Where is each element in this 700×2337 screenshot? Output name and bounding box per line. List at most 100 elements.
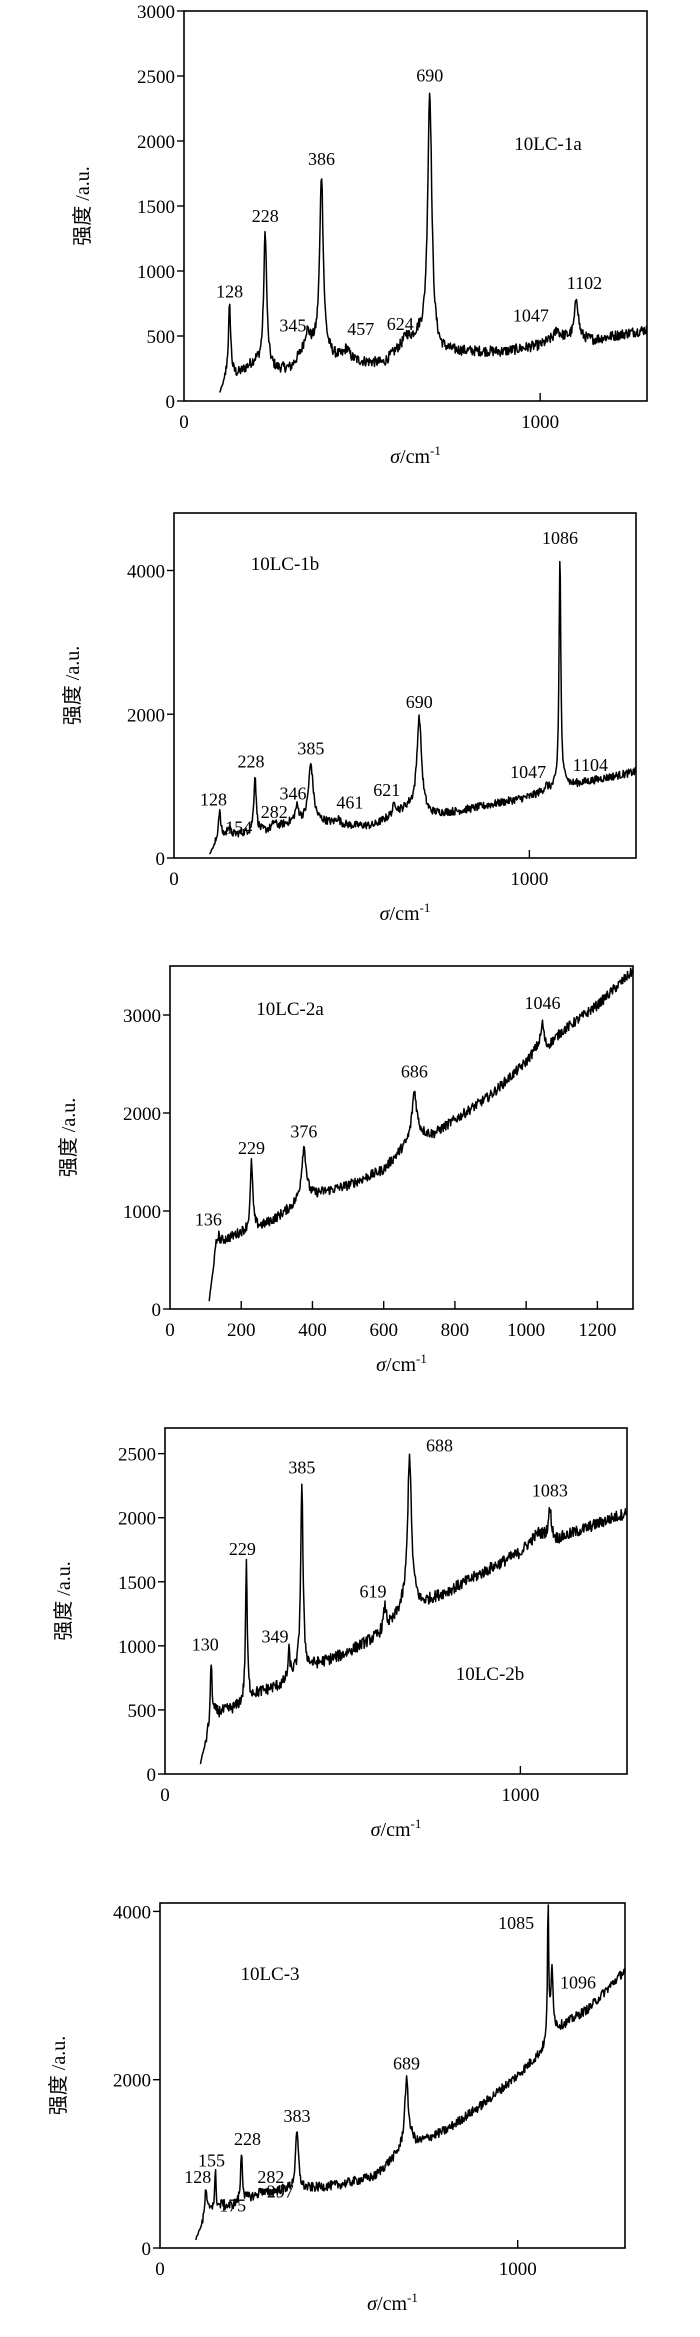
x-tick-label: 1000 bbox=[499, 2259, 537, 2280]
x-axis-symbol: σ bbox=[380, 903, 391, 925]
x-tick-label: 0 bbox=[165, 1320, 175, 1341]
x-axis-label: σ/cm-1 bbox=[371, 1816, 422, 1841]
y-tick-label: 2000 bbox=[113, 2071, 151, 2092]
peak-label: 1047 bbox=[510, 762, 546, 782]
peak-label: 130 bbox=[192, 1635, 219, 1655]
y-axis-label: 强度 /a.u. bbox=[52, 1561, 75, 1640]
y-tick-label: 1000 bbox=[118, 1637, 156, 1658]
x-axis-label: σ/cm-1 bbox=[376, 1351, 427, 1376]
y-tick-label: 3000 bbox=[137, 2, 175, 23]
peak-label: 461 bbox=[336, 792, 363, 812]
sample-label: 10LC-1a bbox=[514, 134, 582, 155]
y-tick-label: 0 bbox=[142, 2239, 152, 2260]
peak-label: 155 bbox=[198, 2150, 225, 2170]
peak-label: 688 bbox=[426, 1436, 453, 1456]
x-axis-label: σ/cm-1 bbox=[367, 2290, 418, 2315]
x-axis-exponent: -1 bbox=[411, 1816, 422, 1831]
peak-label: 297 bbox=[267, 2181, 294, 2201]
sample-label: 10LC-3 bbox=[240, 1964, 299, 1985]
x-tick-label: 1000 bbox=[521, 412, 559, 433]
y-tick-label: 2000 bbox=[127, 705, 165, 726]
peak-label: 376 bbox=[290, 1121, 317, 1141]
y-tick-label: 1500 bbox=[118, 1573, 156, 1594]
peak-label: 686 bbox=[401, 1061, 428, 1081]
x-axis-label: σ/cm-1 bbox=[380, 900, 431, 925]
x-axis-exponent: -1 bbox=[407, 2290, 418, 2305]
peak-label: 282 bbox=[257, 2167, 284, 2187]
peak-label: 346 bbox=[279, 784, 306, 804]
peak-label: 282 bbox=[261, 802, 288, 822]
y-tick-label: 0 bbox=[156, 849, 166, 870]
peak-label: 383 bbox=[283, 2106, 310, 2126]
peak-label: 136 bbox=[195, 1210, 222, 1230]
x-axis-label: σ/cm-1 bbox=[390, 443, 441, 468]
x-tick-label: 200 bbox=[227, 1320, 256, 1341]
y-tick-label: 3000 bbox=[123, 1006, 161, 1027]
y-tick-label: 2000 bbox=[123, 1104, 161, 1125]
peak-label: 228 bbox=[238, 751, 265, 771]
y-tick-label: 2500 bbox=[137, 67, 175, 88]
peak-label: 689 bbox=[393, 2054, 420, 2074]
y-axis-label: 强度 /a.u. bbox=[61, 646, 84, 725]
peak-label: 457 bbox=[347, 319, 374, 339]
peak-label: 385 bbox=[297, 739, 324, 759]
y-tick-label: 500 bbox=[128, 1701, 157, 1722]
peak-label: 154 bbox=[225, 818, 252, 838]
peak-label: 624 bbox=[387, 314, 414, 334]
x-tick-label: 0 bbox=[160, 1785, 170, 1806]
x-axis-exponent: -1 bbox=[430, 443, 441, 458]
peak-label: 385 bbox=[288, 1458, 315, 1478]
peak-label: 1047 bbox=[513, 306, 549, 326]
peak-label: 175 bbox=[219, 2196, 246, 2216]
peak-label: 128 bbox=[184, 2167, 211, 2187]
x-axis-exponent: -1 bbox=[416, 1351, 427, 1366]
x-tick-label: 800 bbox=[441, 1320, 470, 1341]
y-axis-label: 强度 /a.u. bbox=[57, 1098, 80, 1177]
spectrum-line bbox=[208, 967, 634, 1302]
y-tick-label: 4000 bbox=[127, 562, 165, 583]
y-tick-label: 1000 bbox=[137, 262, 175, 283]
y-tick-label: 4000 bbox=[113, 1902, 151, 1923]
x-tick-label: 0 bbox=[179, 412, 189, 433]
peak-label: 1085 bbox=[498, 1913, 534, 1933]
y-tick-label: 0 bbox=[147, 1765, 157, 1786]
y-tick-label: 2500 bbox=[118, 1445, 156, 1466]
x-axis-unit: /cm bbox=[377, 2293, 407, 2315]
y-axis-label: 强度 /a.u. bbox=[47, 2036, 70, 2115]
x-tick-label: 0 bbox=[155, 2259, 165, 2280]
spectrum-panel-10LC-2b: 0 500 1000 1500 2000 2500 0 1000 130 229 349 385 619… bbox=[52, 1427, 628, 1841]
spectrum-line bbox=[195, 1904, 626, 2241]
x-axis-unit: /cm bbox=[390, 903, 420, 925]
x-tick-label: 1200 bbox=[578, 1320, 616, 1341]
peak-label: 1104 bbox=[573, 755, 608, 775]
y-tick-label: 0 bbox=[166, 392, 176, 413]
peak-label: 1046 bbox=[525, 993, 561, 1013]
plot-frame bbox=[169, 965, 634, 1310]
peak-label: 619 bbox=[359, 1581, 386, 1601]
x-tick-label: 400 bbox=[298, 1320, 327, 1341]
spectrum-line bbox=[199, 1453, 628, 1765]
peak-label: 1086 bbox=[542, 528, 578, 548]
x-axis-symbol: σ bbox=[367, 2293, 378, 2315]
peak-label: 349 bbox=[262, 1626, 289, 1646]
x-tick-label: 600 bbox=[369, 1320, 398, 1341]
peak-label: 345 bbox=[279, 315, 306, 335]
y-tick-label: 500 bbox=[147, 327, 176, 348]
sample-label: 10LC-2b bbox=[456, 1664, 525, 1685]
y-axis-label: 强度 /a.u. bbox=[71, 166, 94, 245]
x-axis-exponent: -1 bbox=[420, 900, 431, 915]
x-axis-unit: /cm bbox=[381, 1819, 411, 1841]
plot-frame bbox=[159, 1902, 626, 2249]
peak-label: 228 bbox=[234, 2129, 261, 2149]
sample-label: 10LC-2a bbox=[256, 999, 324, 1020]
x-axis-symbol: σ bbox=[376, 1354, 387, 1376]
y-tick-label: 1000 bbox=[123, 1202, 161, 1223]
peak-label: 690 bbox=[416, 66, 443, 86]
x-axis-unit: /cm bbox=[400, 446, 430, 468]
peak-label: 128 bbox=[216, 281, 243, 301]
y-tick-label: 2000 bbox=[137, 132, 175, 153]
y-tick-label: 0 bbox=[152, 1300, 162, 1321]
